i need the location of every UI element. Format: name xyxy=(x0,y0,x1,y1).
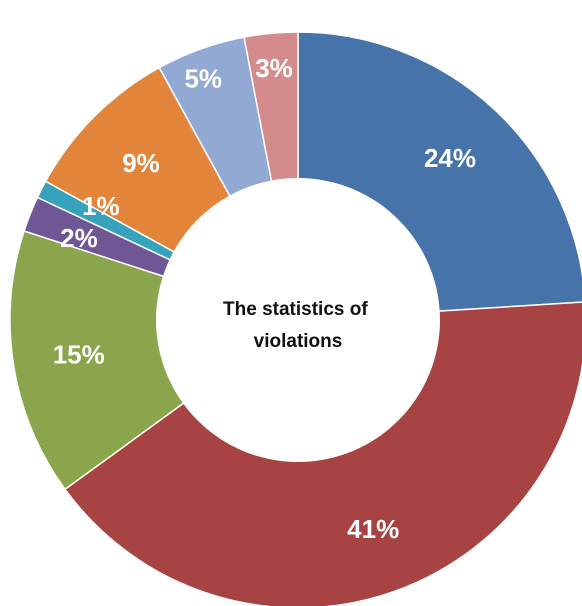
slice-label-5: 9% xyxy=(122,148,160,178)
slice-label-7: 3% xyxy=(255,53,293,83)
chart-title-line-1: The statistics of xyxy=(223,299,368,320)
donut-hole xyxy=(156,178,440,462)
chart-title-line-2: violations xyxy=(254,331,343,352)
chart-title: The statistics of violations xyxy=(223,299,373,352)
slice-label-1: 41% xyxy=(347,514,399,544)
slice-label-2: 15% xyxy=(53,340,105,370)
slice-label-3: 2% xyxy=(60,223,98,253)
slice-label-0: 24% xyxy=(424,143,476,173)
slice-label-4: 1% xyxy=(82,191,120,221)
slice-label-6: 5% xyxy=(184,64,222,94)
slice-labels: 24% 41% 15% 2%1%9% 5% 3% xyxy=(53,53,476,544)
donut-slice-2 xyxy=(9,230,300,491)
